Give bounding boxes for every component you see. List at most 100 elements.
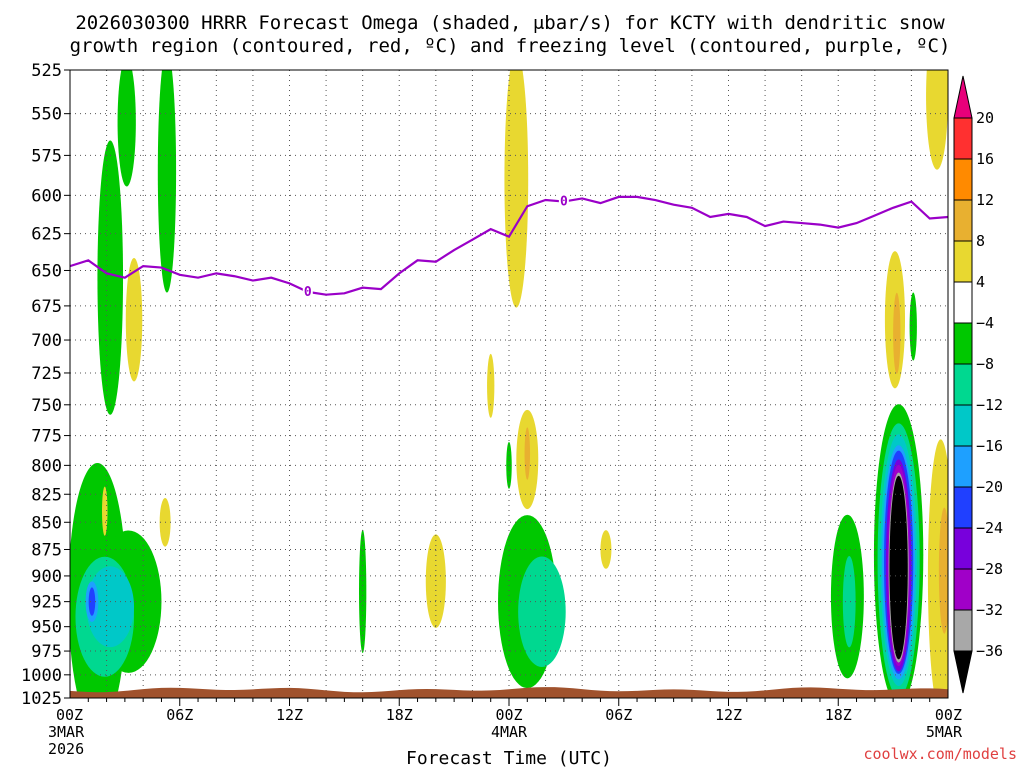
y-tick-label: 600 <box>31 186 62 206</box>
x-tick-label: 00Z <box>935 706 962 724</box>
omega-cell <box>97 140 124 415</box>
y-tick-label: 875 <box>31 540 62 560</box>
colorbar-label: 12 <box>976 191 994 209</box>
y-tick-label: 550 <box>31 105 62 125</box>
colorbar-segment <box>953 281 973 324</box>
y-tick-label: 675 <box>31 297 62 317</box>
freezing-level-contour: 00 <box>70 193 948 300</box>
x-tick-year: 2026 <box>48 740 84 758</box>
freezing-level-line <box>70 195 948 296</box>
omega-cell <box>125 257 143 382</box>
y-tick-label: 1025 <box>21 689 62 709</box>
contour-label-bg <box>302 283 313 298</box>
y-tick-label: 950 <box>31 618 62 638</box>
colorbar-label: −28 <box>976 560 1003 578</box>
x-tick-label: 18Z <box>825 706 852 724</box>
colorbar-segment <box>953 158 973 201</box>
colorbar-label: 16 <box>976 150 994 168</box>
colorbar-segment <box>953 445 973 488</box>
omega-cell <box>157 70 177 293</box>
y-tick-label: 525 <box>31 61 62 81</box>
x-tick-label: 00Z <box>495 706 522 724</box>
x-tick-label: 06Z <box>166 706 193 724</box>
y-tick-label: 700 <box>31 331 62 351</box>
colorbar-label: −36 <box>976 642 1003 660</box>
y-tick-label: 975 <box>31 642 62 662</box>
colorbar-top-arrow <box>953 75 973 119</box>
y-tick-label: 825 <box>31 485 62 505</box>
y-axis: 525 550 575 600 625 650 675 700 725 750 775 800 825 8… <box>21 61 70 709</box>
terrain-fill <box>70 687 948 698</box>
x-tick-label: 06Z <box>605 706 632 724</box>
colorbar-label: −8 <box>976 355 994 373</box>
colorbar-label: −32 <box>976 601 1003 619</box>
x-tick-label: 00Z <box>56 706 83 724</box>
y-tick-label: 800 <box>31 456 62 476</box>
omega-cell <box>102 486 108 536</box>
x-tick-date: 3MAR <box>48 723 85 741</box>
chart-title: 2026030300 HRRR Forecast Omega (shaded, … <box>75 12 945 34</box>
y-tick-label: 625 <box>31 225 62 245</box>
omega-cell <box>487 353 495 418</box>
omega-cell <box>927 439 948 698</box>
colorbar-segment <box>953 322 973 365</box>
omega-cell <box>842 555 856 648</box>
x-tick-label: 18Z <box>386 706 413 724</box>
y-tick-label: 1000 <box>21 666 62 686</box>
omega-cell <box>909 292 917 361</box>
omega-cell <box>86 566 135 648</box>
freezing-level-label: 0 <box>560 195 568 210</box>
x-tick-label: 12Z <box>276 706 303 724</box>
omega-cell <box>889 475 908 660</box>
omega-cell <box>518 556 566 668</box>
omega-cell <box>117 70 136 187</box>
y-tick-label: 850 <box>31 513 62 533</box>
colorbar: 20 16 12 8 4 −4 −8 −12 −16 −20 −24 −28 −32 −36 <box>953 75 1003 694</box>
credit-text: coolwx.com/models <box>863 745 1017 763</box>
colorbar-segment <box>953 117 973 160</box>
colorbar-label: −20 <box>976 478 1003 496</box>
colorbar-segment <box>953 404 973 447</box>
x-tick-date: 5MAR <box>926 723 963 741</box>
contour-label-bg <box>558 193 569 208</box>
omega-cell <box>88 587 96 616</box>
colorbar-label: −24 <box>976 519 1003 537</box>
omega-cell <box>359 529 367 654</box>
colorbar-bottom-arrow <box>953 650 973 694</box>
colorbar-label: −4 <box>976 314 994 332</box>
y-tick-label: 900 <box>31 567 62 587</box>
colorbar-segment <box>953 199 973 242</box>
colorbar-label: −16 <box>976 437 1003 455</box>
omega-cell <box>938 507 948 634</box>
omega-cell <box>524 427 531 480</box>
y-tick-label: 725 <box>31 364 62 384</box>
x-tick-label: 12Z <box>715 706 742 724</box>
colorbar-label: −12 <box>976 396 1003 414</box>
y-tick-label: 575 <box>31 146 62 166</box>
colorbar-segment <box>953 568 973 611</box>
colorbar-label: 8 <box>976 232 985 250</box>
colorbar-segment <box>953 486 973 529</box>
colorbar-segment <box>953 240 973 283</box>
omega-cell <box>504 70 529 308</box>
y-tick-label: 650 <box>31 261 62 281</box>
y-tick-label: 925 <box>31 593 62 613</box>
colorbar-segment <box>953 609 973 652</box>
y-tick-label: 750 <box>31 396 62 416</box>
omega-cell <box>425 534 446 628</box>
omega-cell <box>893 292 901 374</box>
freezing-level-label: 0 <box>304 285 312 300</box>
omega-shading <box>70 70 948 698</box>
colorbar-label: 20 <box>976 109 994 127</box>
chart-subtitle: growth region (contoured, red, ºC) and f… <box>70 35 951 57</box>
x-tick-date: 4MAR <box>491 723 528 741</box>
colorbar-label: 4 <box>976 273 985 291</box>
y-tick-label: 775 <box>31 427 62 447</box>
terrain <box>70 687 948 698</box>
colorbar-segment <box>953 527 973 570</box>
colorbar-segment <box>953 363 973 406</box>
x-axis-label: Forecast Time (UTC) <box>406 748 612 768</box>
omega-cell <box>926 70 948 170</box>
